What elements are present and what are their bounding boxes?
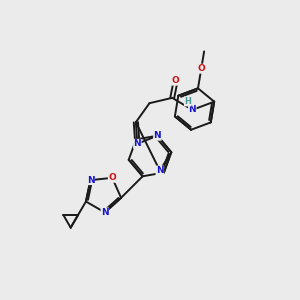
Text: H: H: [184, 97, 191, 106]
Text: N: N: [134, 139, 141, 148]
Text: N: N: [156, 166, 164, 175]
Text: O: O: [197, 64, 205, 73]
Text: N: N: [154, 131, 161, 140]
Text: O: O: [172, 76, 179, 85]
Text: O: O: [108, 173, 116, 182]
Text: N: N: [101, 208, 109, 217]
Text: N: N: [188, 105, 196, 114]
Text: N: N: [87, 176, 94, 184]
